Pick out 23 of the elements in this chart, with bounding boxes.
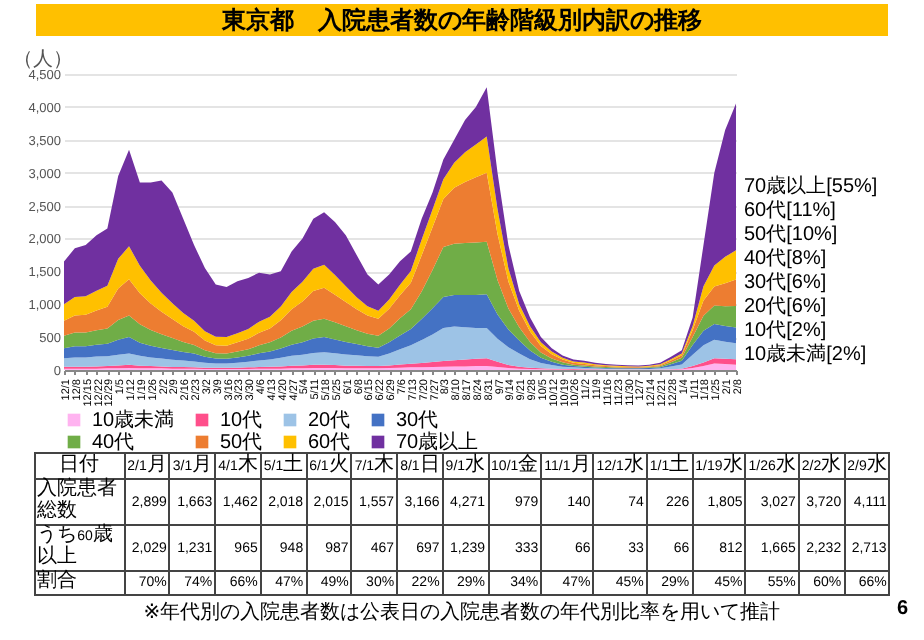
chart-title: 東京都 入院患者数の年齢階級別内訳の推移	[36, 4, 888, 36]
legend-label: 20代	[308, 410, 351, 432]
text: 10歳未満[2%]	[744, 342, 867, 366]
text: 40代[8%]	[744, 248, 827, 270]
legend-label: 40代	[92, 432, 135, 454]
text: 30代[6%]	[744, 272, 827, 294]
text: 10代[2%]	[744, 320, 827, 342]
text: 70歳以上[55%]	[744, 174, 878, 198]
text: 50代[10%]	[744, 224, 838, 246]
legend-label: 10歳未満	[92, 408, 175, 432]
legend-label: 30代	[396, 410, 439, 432]
text: ※年代別の入院患者数は公表日の入院患者数の年代別比率を用いて推計	[143, 602, 781, 624]
legend-label: 割合	[37, 570, 78, 592]
text: 日付	[59, 454, 100, 476]
legend-label: 60代	[308, 432, 351, 454]
legend-label: 10代	[220, 410, 263, 432]
y-axis-title: （人）	[13, 49, 73, 71]
legend-label: 70歳以上	[396, 430, 479, 454]
text: 60代[11%]	[744, 200, 837, 222]
legend-label: 50代	[220, 432, 263, 454]
text: 20代[6%]	[744, 296, 827, 318]
text: 6	[896, 598, 908, 620]
legend-label: 入院患者総数	[37, 478, 118, 522]
